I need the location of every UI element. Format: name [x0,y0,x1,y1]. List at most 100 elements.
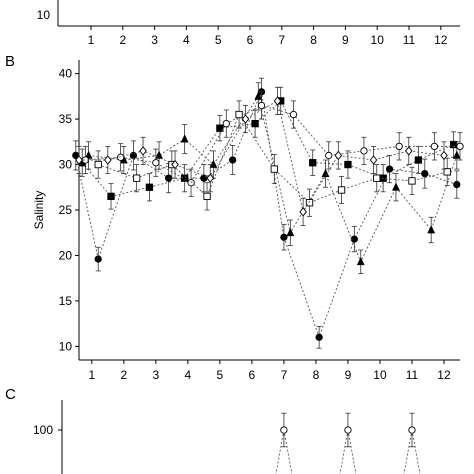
panel-a-x-tick-label: 4 [183,33,190,47]
panel-b-data-point [392,182,400,191]
panel-b-x-tick-label: 5 [217,368,224,382]
panel-b-x-tick-label: 6 [249,368,256,382]
panel-b-y-tick-label: 15 [59,294,73,308]
panel-b-data-point [373,174,381,182]
panel-b-data-point [369,155,378,165]
panel-b-series-5 [94,100,451,217]
panel-b-data-point [116,153,125,161]
panel-b-data-point [395,142,403,151]
panel-a-x-tick-label: 6 [247,33,254,47]
panel-b-data-point [206,173,215,183]
panel-b-data-point [75,155,83,165]
panel-b-data-point [104,155,112,165]
panel-b-data-point [289,110,298,119]
panel-b-data-point [229,156,237,164]
panel-b-data-point [321,168,330,177]
panel-b-data-point [222,119,230,128]
panel-c-data-point [408,426,416,434]
panel-b-data-point [427,225,436,234]
panel-b-data-point [216,124,224,132]
panel-b-data-point [443,168,451,176]
panel-c-series-line [403,429,413,474]
panel-b-data-point [440,150,448,161]
panel-b-y-tick-label: 30 [59,158,73,172]
panel-b-data-point [187,179,195,187]
panel-b-y-ticks: 10 15 20 25 30 35 40 [59,67,79,353]
panel-b-y-axis-label: Salinity [32,191,46,230]
panel-b-series-4 [81,91,464,197]
panel-b-y-tick-label: 20 [59,248,73,262]
panel-b-x-tick-label: 7 [281,368,288,382]
panel-b-data-point [379,174,387,182]
panel-b-data-point [254,91,263,100]
panel-b-data-point [145,183,154,191]
panel-a-x-tick-label: 3 [151,33,158,47]
panel-b-data-point [235,110,243,119]
panel-b-series-line [81,100,454,197]
panel-c-series-line [411,429,421,474]
panel-b-data-point [299,207,307,217]
panel-c-data-point [280,426,288,434]
panel-c: C 100 [5,386,421,474]
panel-b-data-point [360,147,368,155]
panel-a-x-tick-label: 5 [215,33,222,47]
panel-c-series-line [339,429,349,474]
panel-b-data-point [152,159,160,167]
panel-b-series-6 [75,86,448,226]
panel-b-letter: B [5,53,15,70]
panel-b-data-point [180,134,189,143]
panel-b-data-point [257,101,266,110]
panel-b-data-point [453,180,461,189]
panel-a-x-tick-label: 10 [371,33,385,47]
panel-a-x-tick-label: 1 [88,33,95,47]
panel-b-data-point [315,333,323,341]
panel-a-x-tick-label: 9 [342,33,349,47]
panel-b-data-point [334,150,343,161]
panel-b-data-point [94,160,102,169]
panel-b-series [72,77,464,349]
panel-b-data-point [456,142,464,151]
panel-b-data-point [408,177,416,185]
panel-a-x-tick-label: 11 [403,33,416,47]
panel-b-data-point [356,256,365,266]
panel-b-data-point [385,165,394,173]
panel-b-series-line [88,95,458,263]
panel-b-x-tick-label: 1 [88,368,95,382]
panel-b-x-tick-label: 9 [345,368,352,382]
panel-b-data-point [344,160,352,169]
panel-c-series-line [275,429,285,474]
panel-b-y-tick-label: 10 [59,339,73,353]
panel-b-data-point [305,199,314,207]
panel-b-data-point [270,165,278,173]
panel-b-data-point [273,96,282,106]
panel-b-x-tick-label: 11 [406,368,419,382]
panel-b-series-line [98,113,448,204]
panel-b-data-point [132,174,141,182]
panel-b-data-point [421,169,429,178]
panel-b-x-tick-label: 12 [437,368,451,382]
panel-b-data-point [94,255,102,263]
panel-b-data-point [280,233,288,241]
panel-b-x-ticks: 1 2 3 4 5 6 7 8 9 10 11 12 [88,360,451,382]
panel-b-data-point [171,159,179,170]
panel-b-series-3 [84,82,461,275]
panel-b-data-point [286,227,295,237]
panel-b-x-tick-label: 3 [152,368,159,382]
panel-c-series-line [347,429,357,474]
panel-b-data-point [107,192,115,201]
panel-b-data-point [309,159,317,167]
panel-c-series-1 [275,412,421,474]
panel-b-data-point [251,119,259,128]
panel-a: 10 1 2 3 4 5 6 7 8 9 10 11 12 [37,0,460,47]
panel-b-x-tick-label: 8 [313,368,320,382]
panel-c-series [275,412,421,474]
panel-b-series-line [75,90,457,339]
panel-b-y-tick-label: 25 [59,203,73,217]
panel-b-data-point [200,174,208,182]
panel-b-data-point [404,146,413,156]
panel-b-data-point [155,150,163,159]
panel-c-y-tick: 100 [33,423,53,437]
panel-b-data-point [325,151,333,160]
panel-b-x-tick-label: 4 [185,368,192,382]
